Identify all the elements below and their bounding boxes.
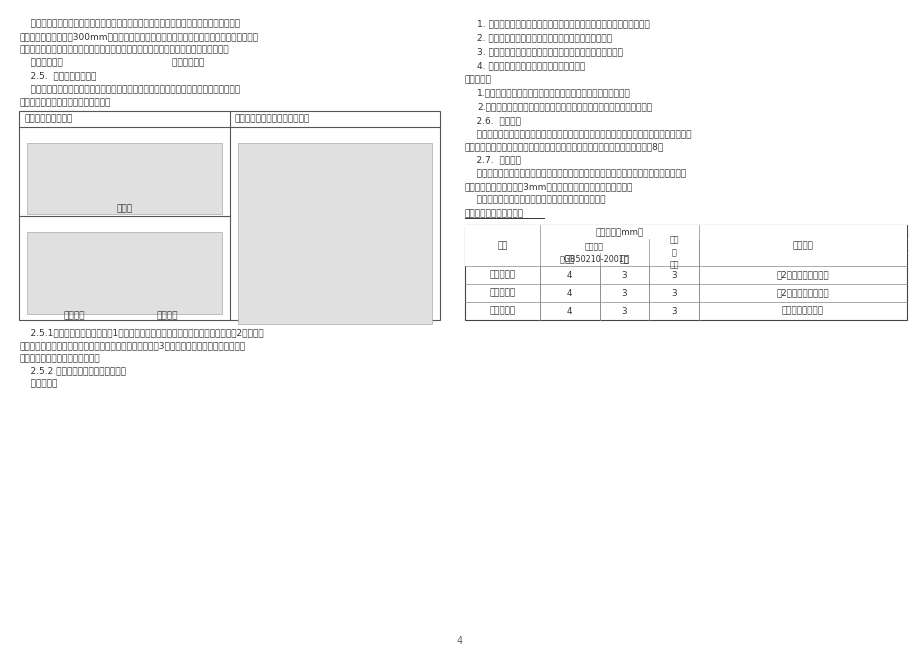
Bar — [28, 143, 221, 214]
Text: 材料的相互污染，不能造成材料的变形，不能造成平安隐患，同时也防止造成包装损坏。: 材料的相互污染，不能造成材料的变形，不能造成平安隐患，同时也防止造成包装损坏。 — [19, 45, 229, 54]
Text: 4: 4 — [566, 271, 572, 280]
Text: 2.上人作业时，检查周围护身栏是否结实，将平安带固定在架子横杆上。: 2.上人作业时，检查周围护身栏是否结实，将平安带固定在架子横杆上。 — [476, 102, 652, 111]
Text: 使用要求：: 使用要求： — [464, 75, 492, 84]
Text: 抹灰层不得有空隙、开裂、爆灰；墙面抹灰除地下车库、设备用房外，垂直度、平整度、: 抹灰层不得有空隙、开裂、爆灰；墙面抹灰除地下车库、设备用房外，垂直度、平整度、 — [464, 170, 686, 178]
Text: 2. 不同产品的门架与配件不得混合使用于同一脚手架。: 2. 不同产品的门架与配件不得混合使用于同一脚手架。 — [476, 33, 611, 42]
Bar — [28, 232, 221, 314]
Text: 由于本工程各局部屋高较高，在墙和顶棚施工时，为了便于施工，我司将使用移动式临时: 由于本工程各局部屋高较高，在墙和顶棚施工时，为了便于施工，我司将使用移动式临时 — [19, 85, 240, 94]
Text: 脚手板: 脚手板 — [117, 204, 132, 214]
Text: 4. 各部件的锁臂、搭钩必须处于锁住状态。: 4. 各部件的锁臂、搭钩必须处于锁住状态。 — [476, 61, 584, 70]
Bar — [698, 225, 905, 266]
Text: 4: 4 — [566, 288, 572, 298]
Text: 阴阳角方正: 阴阳角方正 — [489, 307, 515, 316]
Text: 所有完成外表撒上木屑或其它适宜材料，并保持湿润，以保护外表免受损坏，严格按业主、: 所有完成外表撒上木屑或其它适宜材料，并保持湿润，以保护外表免受损坏，严格按业主、 — [464, 130, 691, 139]
Text: 用直角检测尺检查: 用直角检测尺检查 — [781, 307, 823, 316]
Text: 外表平整度: 外表平整度 — [489, 288, 515, 298]
Text: 安装要求：: 安装要求： — [19, 380, 58, 389]
Text: 普通: 普通 — [563, 255, 574, 264]
Bar — [539, 240, 649, 266]
Text: 允许偏差（mm）: 允许偏差（mm） — [595, 228, 643, 237]
Text: 理，受力性能好，充分利用利用钢材强度，承载能力高。（3）施工中装拆容易、架设效率高，: 理，受力性能好，充分利用利用钢材强度，承载能力高。（3）施工中装拆容易、架设效率… — [19, 341, 245, 350]
Text: 3: 3 — [621, 288, 627, 298]
Bar — [19, 111, 439, 320]
Text: 监理的通知去除保护物，然后清扫干净。具体的抹灰工程成品保护措施见本节第8点: 监理的通知去除保护物，然后清扫干净。具体的抹灰工程成品保护措施见本节第8点 — [464, 143, 664, 152]
Text: 支座滑轮: 支座滑轮 — [63, 311, 85, 320]
Bar — [649, 240, 698, 266]
Text: 3: 3 — [671, 271, 676, 280]
Text: 3: 3 — [671, 288, 676, 298]
Text: 2.5.2 移动式脚手架平安使用要求：: 2.5.2 移动式脚手架平安使用要求： — [19, 367, 126, 376]
Text: 工程
控
标准: 工程 控 标准 — [669, 236, 678, 270]
Bar — [464, 225, 539, 266]
Text: 检验方法: 检验方法 — [791, 242, 812, 251]
Text: 工程: 工程 — [496, 242, 507, 251]
Text: 用2米靠直检测尺检查: 用2米靠直检测尺检查 — [776, 288, 828, 298]
Text: 抹灰可移动式脚手架整体示意图: 抹灰可移动式脚手架整体示意图 — [234, 114, 310, 123]
Text: 3. 穿插支撑、水平架及脚手板应紧随门架的安装及时设置。: 3. 穿插支撑、水平架及脚手板应紧随门架的安装及时设置。 — [476, 47, 622, 56]
Text: 抹灰工程质量验收应合格，控按照高级抹灰质量标准。: 抹灰工程质量验收应合格，控按照高级抹灰质量标准。 — [464, 195, 605, 204]
Bar — [539, 225, 698, 240]
Text: 省工省时、平安可靠、经济适用。: 省工省时、平安可靠、经济适用。 — [19, 354, 100, 363]
Text: 3: 3 — [671, 307, 676, 316]
Text: 3: 3 — [621, 271, 627, 280]
Text: 抹灰材料在场地的堆放需统一规划，合理安排，尽量节省场地。抹灰材料应库房存放，露: 抹灰材料在场地的堆放需统一规划，合理安排，尽量节省场地。抹灰材料应库房存放，露 — [19, 20, 240, 28]
Text: 用2米垂直检测尺检查: 用2米垂直检测尺检查 — [776, 271, 828, 280]
Text: 3: 3 — [621, 307, 627, 316]
Bar — [464, 225, 905, 320]
Text: 4: 4 — [566, 307, 572, 316]
Text: 阴阳角允许偏差不应大于3mm；外墙面不得有起霜（冷碱）现象。: 阴阳角允许偏差不应大于3mm；外墙面不得有起霜（冷碱）现象。 — [464, 183, 632, 191]
Text: 天临时堆放时下部垫高300mm，外表毡布覆盖严密，四周排水通畅。材料之间的堆放不能造成: 天临时堆放时下部垫高300mm，外表毡布覆盖严密，四周排水通畅。材料之间的堆放不… — [19, 33, 258, 41]
Bar — [237, 143, 432, 324]
Text: 室一般抹灰墙面允许偏差: 室一般抹灰墙面允许偏差 — [464, 210, 524, 219]
Text: 立面垂直度: 立面垂直度 — [489, 271, 515, 280]
Text: 2.5.1移动式脚手架的优点：（1）可伸缩高度，能够适应不同高度的施工要求。（2）构造合: 2.5.1移动式脚手架的优点：（1）可伸缩高度，能够适应不同高度的施工要求。（2… — [19, 328, 264, 337]
Text: 高级: 高级 — [618, 255, 630, 264]
Text: 2.5.  临时脚手架的使用: 2.5. 临时脚手架的使用 — [19, 71, 96, 80]
Text: 2.7.  验收标准: 2.7. 验收标准 — [464, 156, 520, 165]
Text: 1. 穿插支撑、水平架、脚手板、连接棒、锁臂的设置应符合构造规定。: 1. 穿插支撑、水平架、脚手板、连接棒、锁臂的设置应符合构造规定。 — [476, 20, 649, 28]
Text: 脚手架零部件示意图: 脚手架零部件示意图 — [24, 114, 73, 123]
Text: 可伸底座: 可伸底座 — [156, 311, 177, 320]
Text: 国家标准
（GB50210-2001）: 国家标准 （GB50210-2001） — [560, 242, 629, 264]
Text: 4: 4 — [457, 635, 462, 646]
Text: 1.上人作业时，作业人员必须佩带平安帽、平安带，穿防滑鞋。: 1.上人作业时，作业人员必须佩带平安帽、平安带，穿防滑鞋。 — [476, 88, 630, 97]
Text: 沙石露天堆放                                      水泥统一堆放: 沙石露天堆放 水泥统一堆放 — [19, 58, 204, 67]
Text: 2.6.  成品保护: 2.6. 成品保护 — [464, 116, 520, 125]
Text: 脚手架进展墙抹灰和顶棚抹灰的施工。: 脚手架进展墙抹灰和顶棚抹灰的施工。 — [19, 98, 110, 107]
